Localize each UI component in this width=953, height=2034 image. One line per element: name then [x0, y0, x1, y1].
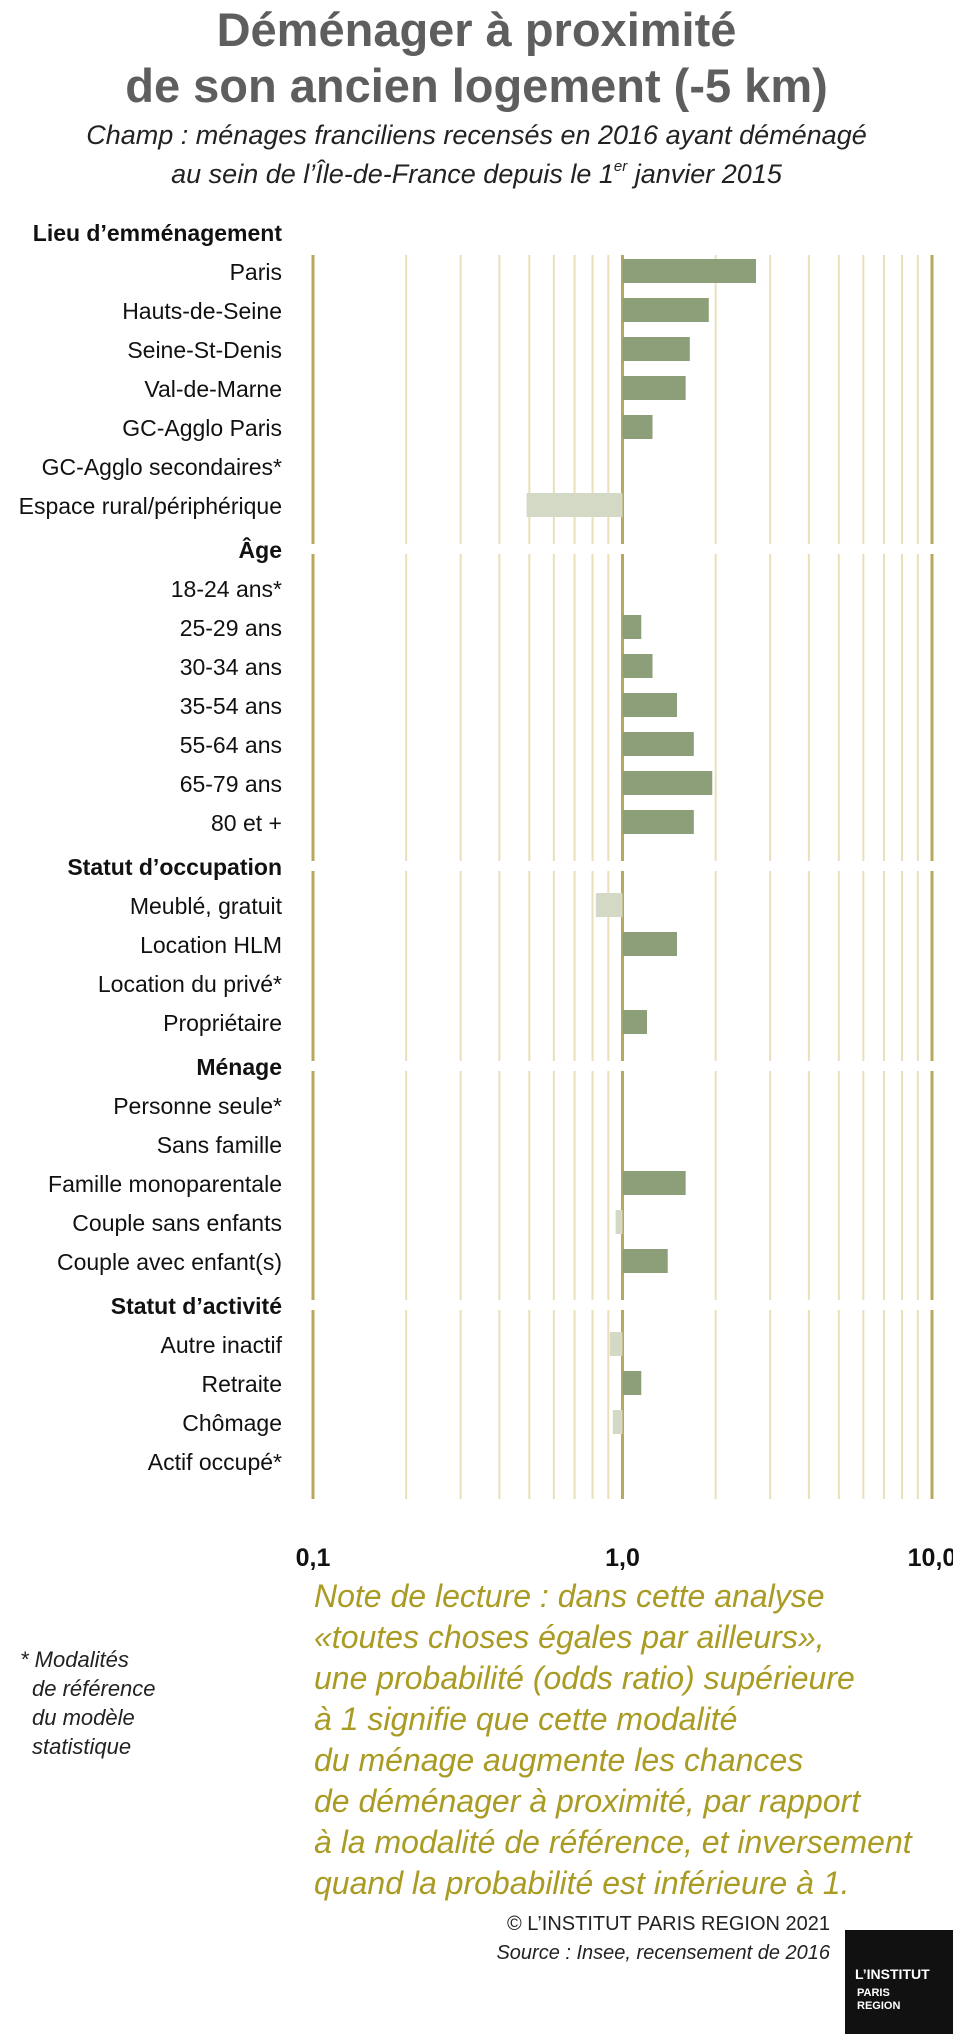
category-label: Autre inactif: [161, 1332, 283, 1358]
category-label: Espace rural/périphérique: [19, 493, 282, 519]
category-label: Paris: [230, 259, 282, 285]
odds-ratio-bar: [526, 493, 623, 517]
group-separator: [310, 1061, 935, 1071]
footnote-line: * Modalités: [20, 1647, 129, 1672]
category-label: Val-de-Marne: [144, 376, 282, 402]
category-label: Couple sans enfants: [72, 1210, 282, 1236]
odds-ratio-bar: [595, 893, 623, 917]
odds-ratio-bar: [622, 337, 690, 361]
copyright: © L’INSTITUT PARIS REGION 2021: [507, 1913, 830, 1935]
group-label: Âge: [239, 536, 282, 563]
odds-ratio-bar: [622, 259, 757, 283]
category-label: 65-79 ans: [180, 771, 282, 797]
source: Source : Insee, recensement de 2016: [496, 1942, 830, 1964]
subtitle-text: janvier 2015: [627, 159, 782, 189]
category-label: Chômage: [182, 1410, 282, 1436]
group-label: Lieu d’emménagement: [33, 220, 283, 246]
subtitle-text: au sein de l’Île-de-France depuis le 1: [171, 159, 614, 189]
logo-line: PARIS: [857, 1987, 890, 1999]
reading-note: Note de lecture : dans cette analyse «to…: [314, 1576, 912, 1904]
logo-line: L’INSTITUT: [855, 1966, 930, 1982]
note-line: Note de lecture : dans cette analyse: [314, 1578, 825, 1614]
odds-ratio-chart: Lieu d’emménagement Paris Hauts-de-Seine Se…: [19, 220, 953, 1572]
institut-logo: L’INSTITUT PARIS REGION: [845, 1930, 953, 2034]
odds-ratio-bar: [622, 1371, 642, 1395]
x-tick-label: 1,0: [605, 1544, 640, 1572]
subtitle-superscript: er: [613, 158, 628, 175]
category-label: Hauts-de-Seine: [122, 298, 282, 324]
category-label: Couple avec enfant(s): [57, 1249, 282, 1275]
odds-ratio-bar: [622, 732, 694, 756]
chart-title: Déménager à proximité de son ancien loge…: [0, 2, 953, 114]
chart-title-line: de son ancien logement (-5 km): [125, 59, 828, 112]
odds-ratio-bar: [622, 298, 709, 322]
category-label: Retraite: [201, 1371, 282, 1397]
x-tick-label: 0,1: [296, 1544, 331, 1572]
subtitle-line: Champ : ménages franciliens recensés en …: [86, 120, 867, 150]
category-label: Location du privé*: [98, 971, 282, 997]
category-label: GC-Agglo Paris: [122, 415, 282, 441]
credit: © L’INSTITUT PARIS REGION 2021 Source : …: [496, 1910, 830, 1968]
group-label: Ménage: [196, 1054, 282, 1080]
chart-title-line: Déménager à proximité: [216, 3, 737, 56]
category-label: 25-29 ans: [180, 615, 282, 641]
category-label: Actif occupé*: [148, 1449, 282, 1475]
reference-footnote: * Modalités de référence du modèle stati…: [20, 1645, 156, 1761]
odds-ratio-bar: [622, 654, 653, 678]
category-label: Personne seule*: [113, 1093, 282, 1119]
logo-subline: PARIS REGION: [857, 1987, 900, 2013]
category-label: 18-24 ans*: [171, 576, 282, 602]
category-label: 30-34 ans: [180, 654, 282, 680]
group-label: Statut d’activité: [111, 1293, 282, 1319]
group-separator: [310, 1300, 935, 1310]
note-line: de déménager à proximité, par rapport: [314, 1783, 861, 1819]
footnote-line: du modèle: [32, 1705, 135, 1730]
category-label: GC-Agglo secondaires*: [42, 454, 282, 480]
group-label: Statut d’occupation: [67, 854, 282, 880]
category-label: Propriétaire: [163, 1010, 282, 1036]
note-line: une probabilité (odds ratio) supérieure: [314, 1660, 855, 1696]
note-line: «toutes choses égales par ailleurs»,: [314, 1619, 825, 1655]
odds-ratio-bar: [609, 1332, 623, 1356]
odds-ratio-bar: [612, 1410, 623, 1434]
odds-ratio-bar: [622, 693, 678, 717]
subtitle-line: au sein de l’Île-de-France depuis le 1er…: [0, 155, 953, 194]
footnote-line: statistique: [32, 1734, 132, 1759]
odds-ratio-bar: [622, 771, 713, 795]
chart-subtitle: Champ : ménages franciliens recensés en …: [0, 116, 953, 194]
odds-ratio-bar: [622, 1010, 648, 1034]
odds-ratio-bar: [622, 1171, 686, 1195]
group-separator: [310, 861, 935, 871]
odds-ratio-bar: [615, 1210, 623, 1234]
category-label: Seine-St-Denis: [127, 337, 282, 363]
note-line: du ménage augmente les chances: [314, 1742, 804, 1778]
category-label: Location HLM: [140, 932, 282, 958]
category-label: Meublé, gratuit: [130, 893, 283, 919]
odds-ratio-bar: [622, 810, 694, 834]
group-separator: [310, 544, 935, 554]
odds-ratio-bar: [622, 376, 686, 400]
note-line: à la modalité de référence, et inverseme…: [314, 1824, 912, 1860]
logo-line: REGION: [857, 2000, 901, 2012]
odds-ratio-bar: [622, 615, 642, 639]
category-label: 80 et +: [211, 810, 282, 836]
x-tick-label: 10,0: [908, 1544, 953, 1572]
odds-ratio-bar: [622, 415, 653, 439]
note-line: à 1 signifie que cette modalité: [314, 1701, 738, 1737]
odds-ratio-bar: [622, 1249, 668, 1273]
category-label: 55-64 ans: [180, 732, 282, 758]
category-label: Famille monoparentale: [48, 1171, 282, 1197]
category-label: Sans famille: [157, 1132, 282, 1158]
odds-ratio-bar: [622, 932, 678, 956]
category-label: 35-54 ans: [180, 693, 282, 719]
note-line: quand la probabilité est inférieure à 1.: [314, 1865, 850, 1901]
footnote-line: de référence: [32, 1676, 156, 1701]
